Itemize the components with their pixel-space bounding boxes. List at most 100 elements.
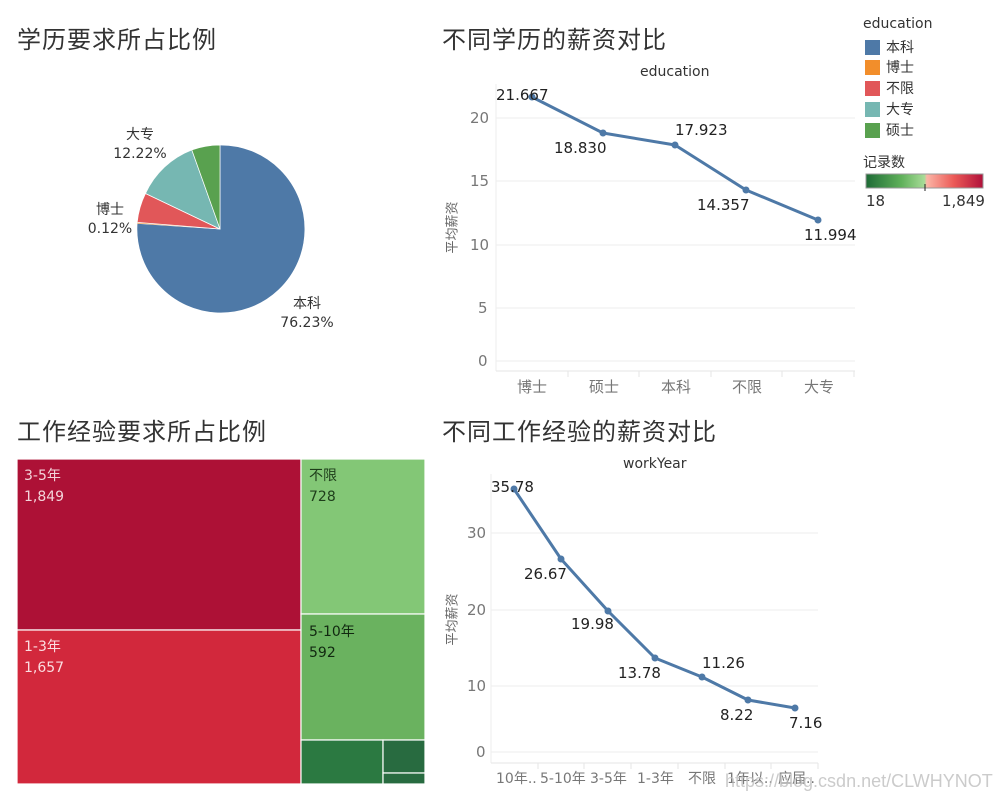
data-point[interactable] bbox=[814, 216, 822, 224]
treemap-cell-5-10[interactable] bbox=[300, 613, 426, 741]
pie-label-pct: 0.12% bbox=[87, 221, 133, 237]
data-point[interactable] bbox=[599, 129, 607, 137]
edu-y-axis-label: 平均薪资 bbox=[445, 201, 461, 254]
edu-pie-chart[interactable] bbox=[136, 144, 306, 314]
treemap-label-name: 3-5年 bbox=[24, 468, 61, 484]
treemap-cell-1-3[interactable] bbox=[16, 629, 302, 785]
edu-ytick: 15 bbox=[470, 172, 490, 190]
pie-label-name: 博士 bbox=[96, 202, 124, 218]
edu-ytick: 5 bbox=[478, 299, 488, 317]
work-xtick: 1-3年 bbox=[637, 771, 674, 787]
data-point[interactable] bbox=[698, 673, 706, 681]
legend-item-benke[interactable]: 本科 bbox=[865, 37, 914, 57]
data-point[interactable] bbox=[510, 485, 518, 493]
work-data-label: 13.78 bbox=[618, 664, 661, 682]
edu-ytick: 20 bbox=[470, 109, 490, 127]
pie-label-benke: 本科 76.23% bbox=[277, 295, 337, 333]
treemap-cell-1-under[interactable] bbox=[382, 739, 426, 774]
treemap-label-3-5: 3-5年 1,849 bbox=[24, 466, 64, 508]
pie-label-pct: 12.22% bbox=[113, 146, 167, 162]
edu-data-label: 17.923 bbox=[675, 121, 728, 139]
watermark: https://blog.csdn.net/CLWHYNOT bbox=[725, 771, 993, 791]
edu-line-title: 不同学历的薪资对比 bbox=[442, 26, 667, 54]
legend-swatch bbox=[865, 122, 880, 138]
legend-swatch bbox=[865, 80, 880, 96]
legend-item-buxian[interactable]: 不限 bbox=[865, 78, 914, 98]
pie-slice-benke[interactable] bbox=[136, 144, 306, 314]
legend-label: 不限 bbox=[886, 81, 914, 97]
edu-ytick: 0 bbox=[478, 352, 488, 370]
work-ytick: 0 bbox=[476, 743, 486, 761]
treemap-label-value: 1,849 bbox=[24, 489, 65, 505]
edu-xtick: 博士 bbox=[517, 378, 548, 396]
data-point[interactable] bbox=[651, 654, 659, 662]
treemap-cell-buxian[interactable] bbox=[300, 458, 426, 615]
work-line-subtitle: workYear bbox=[623, 456, 687, 472]
work-data-label: 26.67 bbox=[524, 565, 567, 583]
legend-swatch bbox=[865, 59, 880, 75]
work-ytick: 20 bbox=[467, 601, 487, 619]
legend-item-shuoshi[interactable]: 硕士 bbox=[865, 120, 914, 140]
edu-data-label: 18.830 bbox=[554, 139, 607, 157]
pie-slice-dazhuan[interactable] bbox=[145, 149, 221, 230]
data-point[interactable] bbox=[744, 696, 752, 704]
edu-line-subtitle: education bbox=[640, 64, 710, 80]
legend-label: 博士 bbox=[886, 60, 914, 76]
treemap-label-buxian: 不限 728 bbox=[309, 466, 337, 508]
legend-label: 硕士 bbox=[886, 123, 914, 139]
data-point[interactable] bbox=[528, 93, 536, 101]
legend-swatch bbox=[865, 39, 880, 55]
work-ytick: 10 bbox=[467, 677, 487, 695]
work-xtick: 5-10年 bbox=[540, 771, 586, 787]
work-line-chart bbox=[490, 474, 819, 769]
data-point[interactable] bbox=[557, 555, 565, 563]
treemap-label-value: 728 bbox=[309, 489, 336, 505]
treemap-label-value: 592 bbox=[309, 645, 336, 661]
legend-education-title: education bbox=[863, 16, 933, 32]
pie-label-dazhuan: 大专 12.22% bbox=[110, 126, 170, 164]
legend-item-dazhuan[interactable]: 大专 bbox=[865, 99, 914, 119]
treemap-cell-yingjie[interactable] bbox=[382, 772, 426, 785]
edu-pie-title: 学历要求所占比例 bbox=[17, 26, 217, 54]
treemap-label-name: 5-10年 bbox=[309, 624, 355, 640]
work-y-axis-label: 平均薪资 bbox=[445, 593, 461, 646]
edu-data-label: 21.667 bbox=[496, 86, 549, 104]
work-data-label: 11.26 bbox=[702, 654, 745, 672]
data-point[interactable] bbox=[604, 607, 612, 615]
treemap-label-5-10: 5-10年 592 bbox=[309, 622, 355, 664]
data-point[interactable] bbox=[671, 141, 679, 149]
edu-ytick: 10 bbox=[470, 236, 490, 254]
legend-count-min: 18 bbox=[866, 192, 886, 210]
pie-slice-shuoshi[interactable] bbox=[191, 144, 221, 230]
work-ytick: 30 bbox=[467, 524, 487, 542]
edu-line-chart bbox=[495, 84, 855, 377]
legend-item-boshi[interactable]: 博士 bbox=[865, 57, 914, 77]
treemap-label-name: 1-3年 bbox=[24, 639, 61, 655]
work-xtick: 1年以.. bbox=[727, 771, 773, 787]
work-xtick: 不限 bbox=[688, 771, 716, 787]
work-data-label: 8.22 bbox=[720, 706, 754, 724]
work-tree-title: 工作经验要求所占比例 bbox=[17, 418, 267, 446]
treemap-label-1-3: 1-3年 1,657 bbox=[24, 637, 64, 679]
work-treemap[interactable] bbox=[16, 458, 426, 785]
pie-label-name: 本科 bbox=[293, 296, 321, 312]
work-xtick: 3-5年 bbox=[590, 771, 627, 787]
treemap-cell-10plus[interactable] bbox=[300, 739, 384, 785]
work-xtick: 10年.. bbox=[496, 771, 537, 787]
legend-label: 大专 bbox=[886, 102, 914, 118]
edu-xtick: 硕士 bbox=[589, 378, 620, 396]
data-point[interactable] bbox=[791, 704, 799, 712]
work-xtick: 应届.. bbox=[778, 771, 815, 787]
legend-swatch bbox=[865, 101, 880, 117]
edu-xtick: 本科 bbox=[661, 378, 692, 396]
work-data-label: 7.16 bbox=[789, 714, 823, 732]
data-point[interactable] bbox=[742, 186, 750, 194]
legend-count-max: 1,849 bbox=[942, 192, 985, 210]
pie-label-pct: 76.23% bbox=[280, 315, 334, 331]
treemap-label-value: 1,657 bbox=[24, 660, 65, 676]
edu-xtick: 不限 bbox=[732, 378, 763, 396]
edu-data-label: 14.357 bbox=[697, 196, 750, 214]
legend-count-title: 记录数 bbox=[863, 155, 905, 171]
work-data-label: 35.78 bbox=[491, 478, 534, 496]
